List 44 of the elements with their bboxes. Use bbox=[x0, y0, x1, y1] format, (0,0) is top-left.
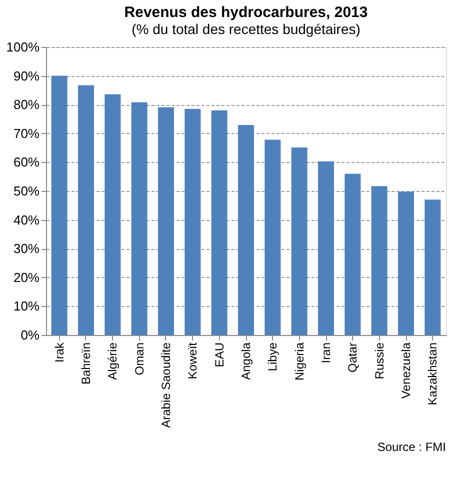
bar bbox=[158, 107, 174, 335]
y-tick-label: 70% bbox=[13, 126, 40, 141]
bar bbox=[398, 192, 414, 335]
y-tick-label: 50% bbox=[13, 184, 40, 198]
bar bbox=[51, 76, 68, 335]
x-tick-label: Irak bbox=[52, 342, 66, 363]
chart-subtitle: (% du total des recettes budgétaires) bbox=[132, 21, 360, 37]
bar bbox=[131, 102, 148, 335]
bar bbox=[184, 108, 201, 335]
y-tick-label: 60% bbox=[13, 154, 40, 170]
x-tick-label: Angola bbox=[239, 342, 253, 380]
source-note: Source : FMI bbox=[377, 440, 446, 454]
x-tick-label: Koweït bbox=[186, 342, 200, 380]
bar bbox=[211, 110, 228, 335]
x-tick-label: Libye bbox=[266, 342, 280, 372]
x-tick-label: Venezuela bbox=[399, 342, 413, 399]
chart-title: Revenus des hydrocarbures, 2013 bbox=[124, 4, 368, 21]
bar bbox=[318, 161, 334, 335]
bar bbox=[238, 125, 254, 335]
bar bbox=[78, 85, 94, 335]
x-tick-label: Arabie Saoudite bbox=[159, 342, 173, 428]
x-tick-label: Bahreïn bbox=[79, 342, 93, 385]
x-tick-label: EAU bbox=[212, 342, 226, 368]
y-tick-label: 40% bbox=[13, 212, 40, 228]
y-tick-label: 0% bbox=[20, 328, 40, 342]
y-tick-label: 10% bbox=[13, 298, 40, 314]
y-tick-label: 20% bbox=[13, 270, 40, 285]
x-tick-label: Algérie bbox=[106, 342, 120, 380]
x-tick-label: Russie bbox=[372, 342, 386, 380]
y-tick-label: 30% bbox=[13, 241, 40, 256]
y-tick-label: 100% bbox=[6, 40, 40, 54]
y-tick-label: 90% bbox=[13, 68, 40, 84]
x-tick-label: Iran bbox=[319, 342, 333, 364]
x-tick-label: Nigeria bbox=[292, 342, 306, 381]
x-tick-label: Kazakhstan bbox=[426, 342, 440, 406]
x-tick-label: Qatar bbox=[346, 342, 360, 373]
y-tick-label: 80% bbox=[13, 97, 40, 112]
bar bbox=[264, 140, 281, 335]
x-tick-label: Oman bbox=[132, 342, 146, 376]
bar bbox=[291, 148, 308, 335]
bar bbox=[371, 186, 388, 335]
bar bbox=[104, 94, 121, 335]
bar bbox=[344, 174, 361, 335]
bar bbox=[424, 200, 441, 335]
